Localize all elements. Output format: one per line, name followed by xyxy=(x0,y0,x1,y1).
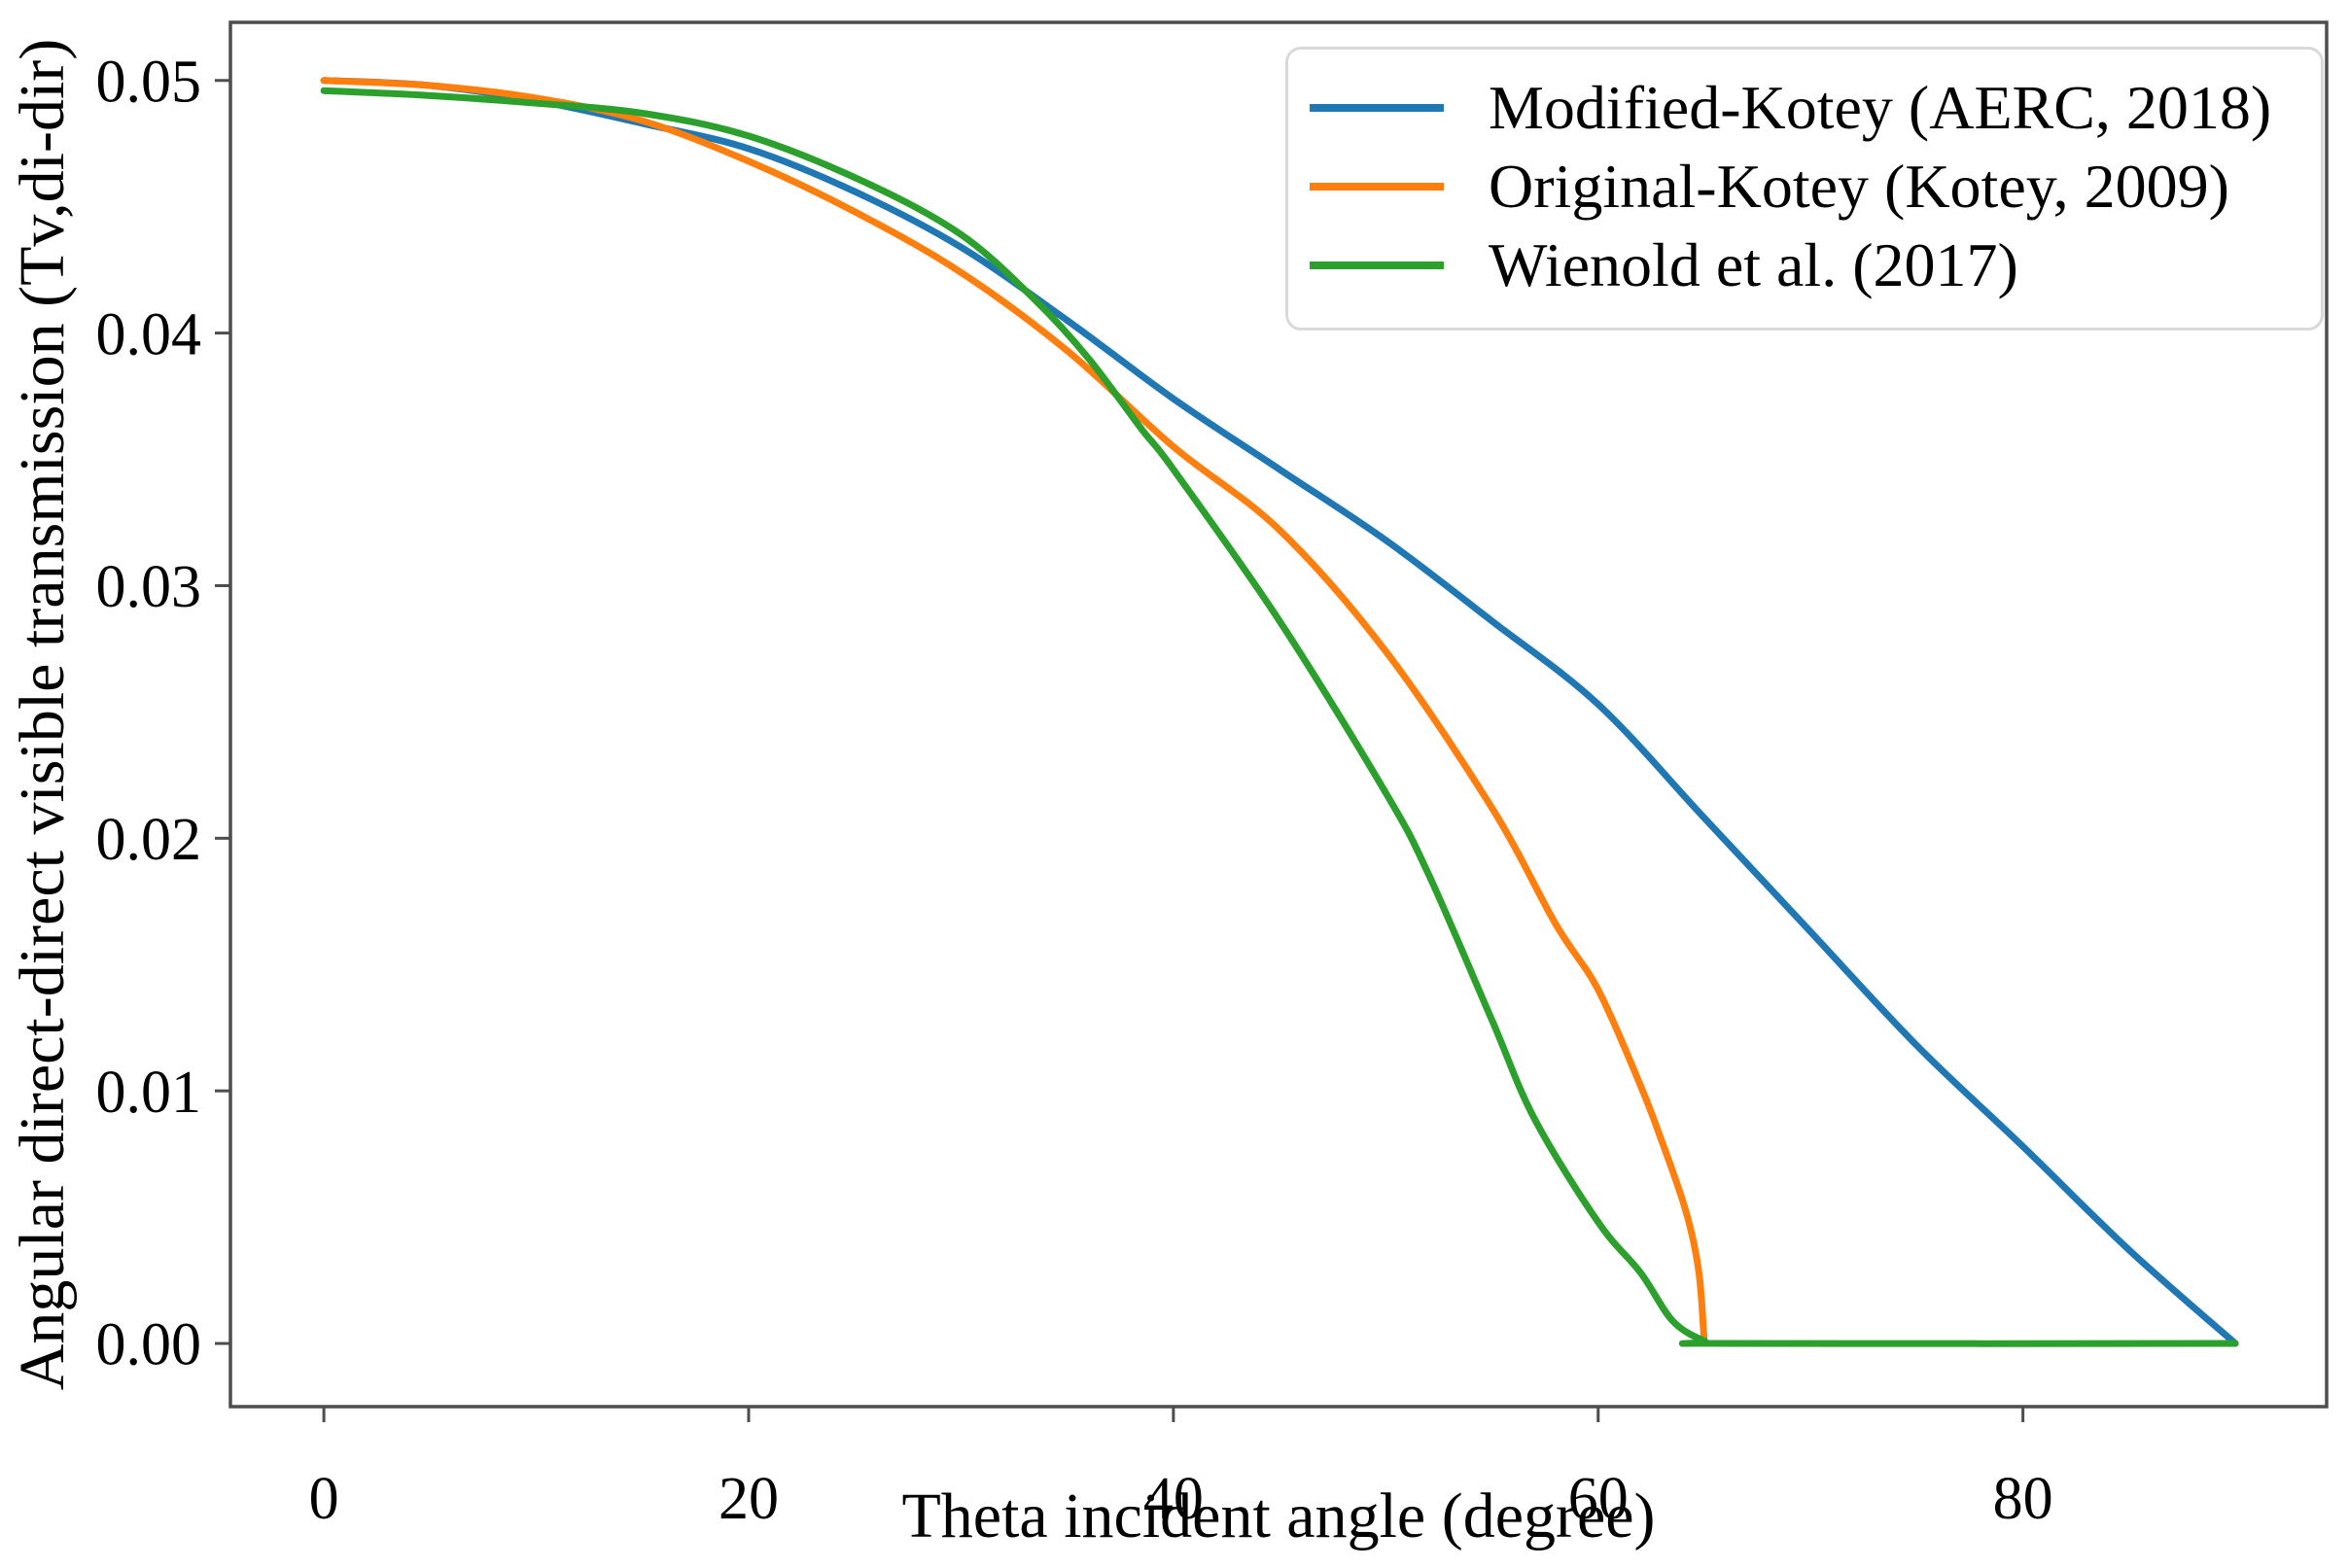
y-tick-label: 0.05 xyxy=(96,49,202,115)
legend-label: Modified-Kotey (AERC, 2018) xyxy=(1489,73,2272,143)
legend-label: Wienold et al. (2017) xyxy=(1489,229,2018,299)
y-tick-label: 0.02 xyxy=(96,807,202,873)
x-tick-label: 0 xyxy=(309,1466,339,1532)
legend-label: Original-Kotey (Kotey, 2009) xyxy=(1489,151,2229,221)
legend-item-original-kotey: Original-Kotey (Kotey, 2009) xyxy=(1310,151,2297,221)
y-tick-label: 0.03 xyxy=(96,554,202,620)
legend-line-swatch-green xyxy=(1310,261,1444,269)
series-line-1 xyxy=(320,77,1708,1347)
y-tick-label: 0.04 xyxy=(96,301,202,367)
series-line-2 xyxy=(320,87,2239,1347)
y-tick-label: 0.01 xyxy=(96,1060,202,1126)
x-tick-label: 60 xyxy=(1568,1466,1629,1532)
legend-line-swatch-blue xyxy=(1310,104,1444,113)
y-tick-label: 0.00 xyxy=(96,1312,202,1378)
legend-item-modified-kotey: Modified-Kotey (AERC, 2018) xyxy=(1310,77,2297,139)
legend-line-swatch-orange xyxy=(1310,182,1444,191)
x-axis-label: Theta incident angle (degree) xyxy=(901,1481,1656,1551)
y-axis-label: Angular direct-direct visible transmissi… xyxy=(7,38,78,1391)
x-tick-label: 20 xyxy=(719,1466,779,1532)
x-tick-label: 40 xyxy=(1143,1466,1204,1532)
legend-item-wienold: Wienold et al. (2017) xyxy=(1310,229,2297,299)
plot-frame xyxy=(228,20,2329,1409)
legend-box: Modified-Kotey (AERC, 2018) Original-Kot… xyxy=(1285,47,2324,331)
x-tick-label: 80 xyxy=(1993,1466,2053,1532)
